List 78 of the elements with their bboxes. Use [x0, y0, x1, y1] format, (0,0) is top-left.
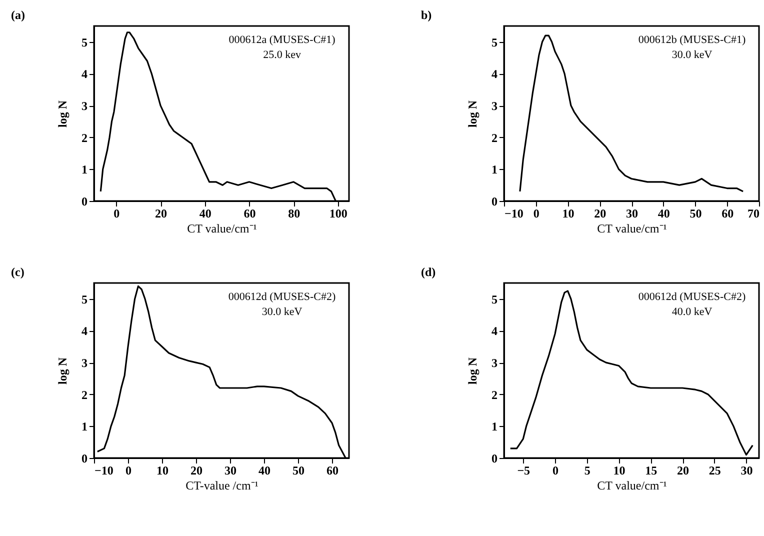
y-tick-label: 5	[492, 35, 498, 50]
y-axis-title: log N	[56, 100, 70, 128]
x-tick-label: 15	[645, 464, 658, 478]
y-tick-label: 0	[82, 194, 88, 208]
y-tick-label: 4	[82, 67, 88, 82]
x-tick-label: 60	[244, 206, 256, 220]
x-tick-label: 40	[258, 464, 270, 478]
x-tick-label: 20	[190, 464, 202, 478]
chart-title: b)	[421, 8, 432, 22]
annotation: 25.0 kev	[263, 49, 302, 61]
y-tick-label: 1	[492, 162, 498, 177]
y-tick-label: 3	[82, 99, 88, 114]
x-tick-label: 10	[562, 206, 574, 220]
y-tick-label: 2	[82, 388, 88, 402]
x-tick-label: 20	[155, 206, 168, 220]
x-tick-label: 30	[740, 464, 753, 478]
y-tick-label: 3	[492, 99, 498, 114]
annotation: 000612b (MUSES-C#1)	[638, 34, 746, 46]
chart-title: (a)	[11, 8, 25, 22]
x-tick-label: 50	[292, 464, 304, 478]
y-axis-title: log N	[466, 100, 480, 128]
annotation: 30.0 keV	[672, 49, 712, 61]
x-axis-title: CT value/cm⁻¹	[187, 222, 258, 236]
x-tick-label: 30	[626, 206, 638, 220]
x-tick-label: 60	[722, 206, 734, 220]
annotation: 000612d (MUSES-C#2)	[228, 291, 336, 303]
x-tick-label: −10	[504, 206, 524, 220]
x-tick-label: 0	[126, 464, 132, 478]
y-tick-label: 1	[492, 420, 498, 434]
x-tick-label: 10	[613, 464, 626, 478]
annotation: 000612a (MUSES-C#1)	[228, 34, 336, 46]
y-tick-label: 2	[492, 130, 498, 145]
x-tick-label: 5	[584, 464, 590, 478]
x-tick-label: −5	[517, 464, 530, 478]
x-tick-label: 0	[552, 464, 558, 478]
x-tick-label: 50	[690, 206, 702, 220]
y-tick-label: 0	[82, 452, 88, 466]
x-tick-label: 40	[199, 206, 212, 220]
y-tick-label: 3	[492, 356, 498, 370]
x-axis-title: CT value/cm⁻¹	[597, 478, 668, 492]
y-tick-label: 4	[82, 324, 88, 338]
x-tick-label: 80	[288, 206, 300, 220]
y-tick-label: 3	[82, 356, 88, 370]
x-tick-label: 0	[114, 206, 120, 220]
x-tick-label: 60	[326, 464, 338, 478]
y-tick-label: 5	[82, 35, 88, 50]
annotation: 40.0 keV	[672, 306, 712, 318]
y-tick-label: 0	[492, 452, 498, 466]
x-tick-label: 20	[594, 206, 606, 220]
line-series	[96, 285, 346, 458]
line-series	[519, 34, 744, 192]
x-tick-label: 10	[156, 464, 168, 478]
y-axis-title: log N	[466, 357, 480, 384]
chart-title: (c)	[11, 265, 24, 279]
y-tick-label: 5	[82, 292, 88, 306]
x-tick-label: 40	[658, 206, 670, 220]
line-series	[510, 290, 754, 456]
y-tick-label: 0	[492, 194, 498, 208]
x-tick-label: 25	[708, 464, 721, 478]
x-axis-title: CT value/cm⁻¹	[597, 222, 668, 236]
y-tick-label: 5	[492, 292, 498, 306]
x-tick-label: 30	[224, 464, 236, 478]
x-tick-label: 100	[329, 206, 348, 220]
y-axis-title: log N	[56, 357, 70, 384]
x-axis-title: CT-value /cm⁻¹	[186, 478, 259, 492]
annotation: 30.0 keV	[262, 306, 302, 318]
x-tick-label: 0	[533, 206, 540, 220]
y-tick-label: 2	[492, 388, 498, 402]
annotation: 000612d (MUSES-C#2)	[638, 291, 746, 303]
x-tick-label: 70	[748, 206, 760, 220]
x-tick-label: −10	[94, 464, 114, 478]
y-tick-label: 2	[82, 130, 88, 145]
y-tick-label: 4	[492, 324, 498, 338]
x-tick-label: 20	[677, 464, 689, 478]
y-tick-label: 1	[82, 420, 88, 434]
y-tick-label: 1	[82, 162, 88, 177]
chart-title: (d)	[421, 265, 436, 279]
y-tick-label: 4	[492, 67, 498, 82]
